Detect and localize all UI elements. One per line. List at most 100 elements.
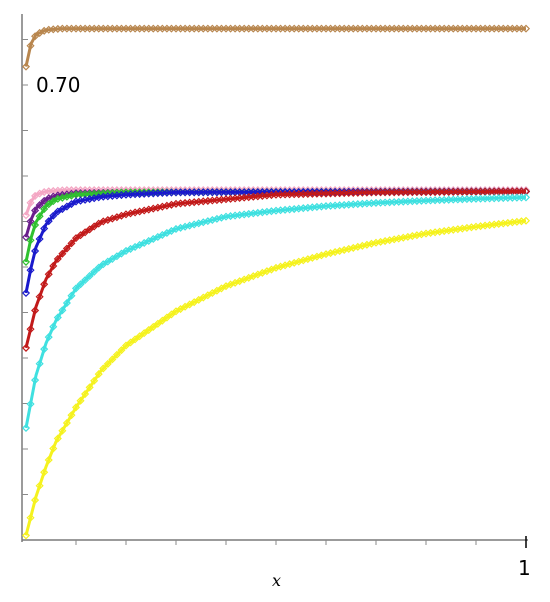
data-point	[149, 322, 158, 331]
data-point	[35, 359, 44, 368]
series-0	[21, 24, 531, 71]
series-5	[21, 187, 531, 352]
series-line	[24, 189, 527, 349]
data-point	[49, 211, 58, 220]
data-point	[140, 329, 149, 338]
data-point	[62, 418, 71, 427]
data-point	[58, 426, 67, 435]
data-point	[76, 231, 85, 240]
data-point	[26, 399, 35, 409]
data-point	[521, 186, 531, 195]
data-point	[40, 345, 49, 354]
data-point	[81, 390, 90, 399]
axes	[21, 14, 528, 548]
data-point	[31, 306, 40, 315]
y-tick-label: 0.70	[36, 73, 81, 97]
series-line	[24, 27, 526, 67]
data-point	[85, 225, 94, 234]
data-point	[85, 271, 94, 281]
data-point	[144, 325, 153, 335]
data-point	[521, 216, 531, 225]
data-point	[71, 234, 81, 243]
data-point	[26, 217, 35, 226]
data-point	[94, 370, 103, 379]
series-6	[21, 193, 531, 432]
data-point	[71, 284, 81, 293]
data-point	[35, 234, 44, 244]
data-point	[90, 222, 99, 231]
data-point	[99, 364, 108, 373]
data-point	[21, 288, 31, 298]
data-point	[76, 396, 85, 405]
x-axis-title: x	[272, 571, 281, 590]
data-point	[53, 254, 62, 263]
data-point	[521, 24, 531, 33]
data-point	[49, 322, 58, 331]
data-point	[49, 444, 58, 453]
data-point	[44, 270, 53, 279]
data-point	[35, 481, 44, 490]
data-point	[76, 280, 85, 289]
data-point	[153, 319, 162, 328]
series-7	[21, 216, 531, 540]
data-point	[26, 41, 35, 50]
data-point	[62, 244, 71, 253]
minor-ticks	[22, 39, 477, 545]
series-layer	[21, 24, 531, 540]
data-point	[44, 217, 53, 226]
series-line	[24, 189, 526, 263]
data-point	[21, 343, 31, 352]
data-point	[44, 333, 53, 342]
data-point	[21, 233, 31, 242]
data-point	[40, 280, 49, 289]
data-point	[31, 376, 40, 385]
data-point	[521, 193, 531, 202]
data-point	[49, 261, 58, 271]
data-point	[35, 292, 44, 301]
data-point	[131, 335, 140, 344]
series-4	[21, 187, 531, 298]
data-point	[21, 211, 31, 220]
data-point	[90, 267, 99, 276]
data-point	[58, 249, 67, 258]
data-point	[44, 200, 53, 209]
data-point	[121, 341, 131, 350]
data-point	[62, 298, 71, 308]
x-tick-label: 1	[518, 556, 531, 580]
data-point	[31, 496, 40, 505]
data-point	[26, 513, 35, 522]
data-point	[158, 316, 167, 325]
data-point	[26, 266, 35, 275]
data-point	[44, 455, 53, 465]
data-point	[31, 220, 40, 230]
data-point	[40, 468, 49, 477]
data-point	[94, 263, 103, 272]
data-point	[21, 62, 31, 71]
data-point	[112, 350, 121, 359]
data-point	[31, 206, 40, 215]
data-point	[135, 332, 144, 341]
data-point	[71, 403, 81, 412]
data-point	[126, 338, 135, 347]
data-point	[162, 313, 171, 322]
data-point	[21, 531, 31, 540]
data-point	[21, 257, 31, 266]
data-point	[90, 376, 99, 385]
data-point	[117, 346, 126, 355]
data-point	[40, 224, 49, 233]
data-point	[35, 212, 44, 221]
data-point	[85, 383, 94, 392]
data-point	[26, 236, 35, 245]
data-point	[53, 434, 62, 443]
data-point	[31, 32, 40, 41]
data-point	[31, 246, 40, 256]
data-point	[26, 198, 35, 207]
data-point	[67, 291, 76, 300]
data-point	[167, 310, 176, 319]
data-point	[67, 239, 76, 248]
data-point	[81, 228, 90, 237]
data-point	[53, 313, 62, 322]
data-point	[21, 423, 31, 432]
data-point	[108, 355, 117, 364]
